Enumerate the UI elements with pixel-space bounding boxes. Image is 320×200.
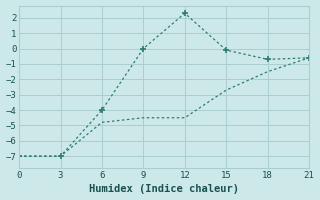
- X-axis label: Humidex (Indice chaleur): Humidex (Indice chaleur): [89, 184, 239, 194]
